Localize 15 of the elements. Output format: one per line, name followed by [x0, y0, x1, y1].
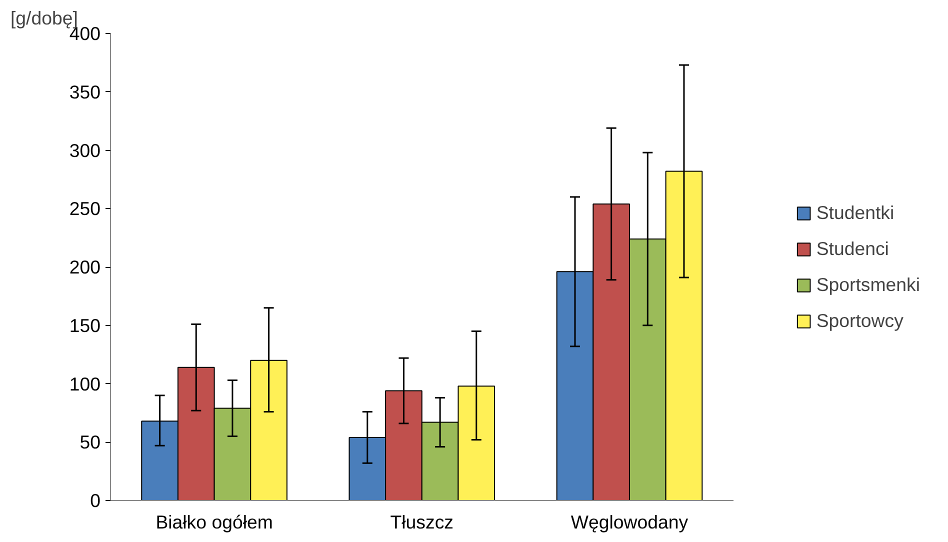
y-tick-label: 350: [69, 81, 101, 102]
y-tick-label: 300: [69, 140, 101, 161]
legend-label: Sportsmenki: [816, 274, 920, 296]
y-tick-label: 200: [69, 256, 101, 278]
x-tick-label: Węglowodany: [570, 512, 689, 532]
legend-label: Sportowcy: [816, 310, 904, 332]
legend-label: Studenci: [816, 238, 889, 260]
x-tick-label: Tłuszcz: [390, 512, 454, 532]
legend-label: Studentki: [816, 202, 894, 224]
y-tick-label: 250: [69, 198, 101, 220]
y-tick-label: 50: [80, 432, 101, 453]
y-tick-label: 100: [69, 373, 101, 394]
y-tick-label: 0: [90, 490, 101, 511]
x-tick-label: Białko ogółem: [156, 512, 273, 532]
y-tick-label: 150: [69, 314, 101, 336]
